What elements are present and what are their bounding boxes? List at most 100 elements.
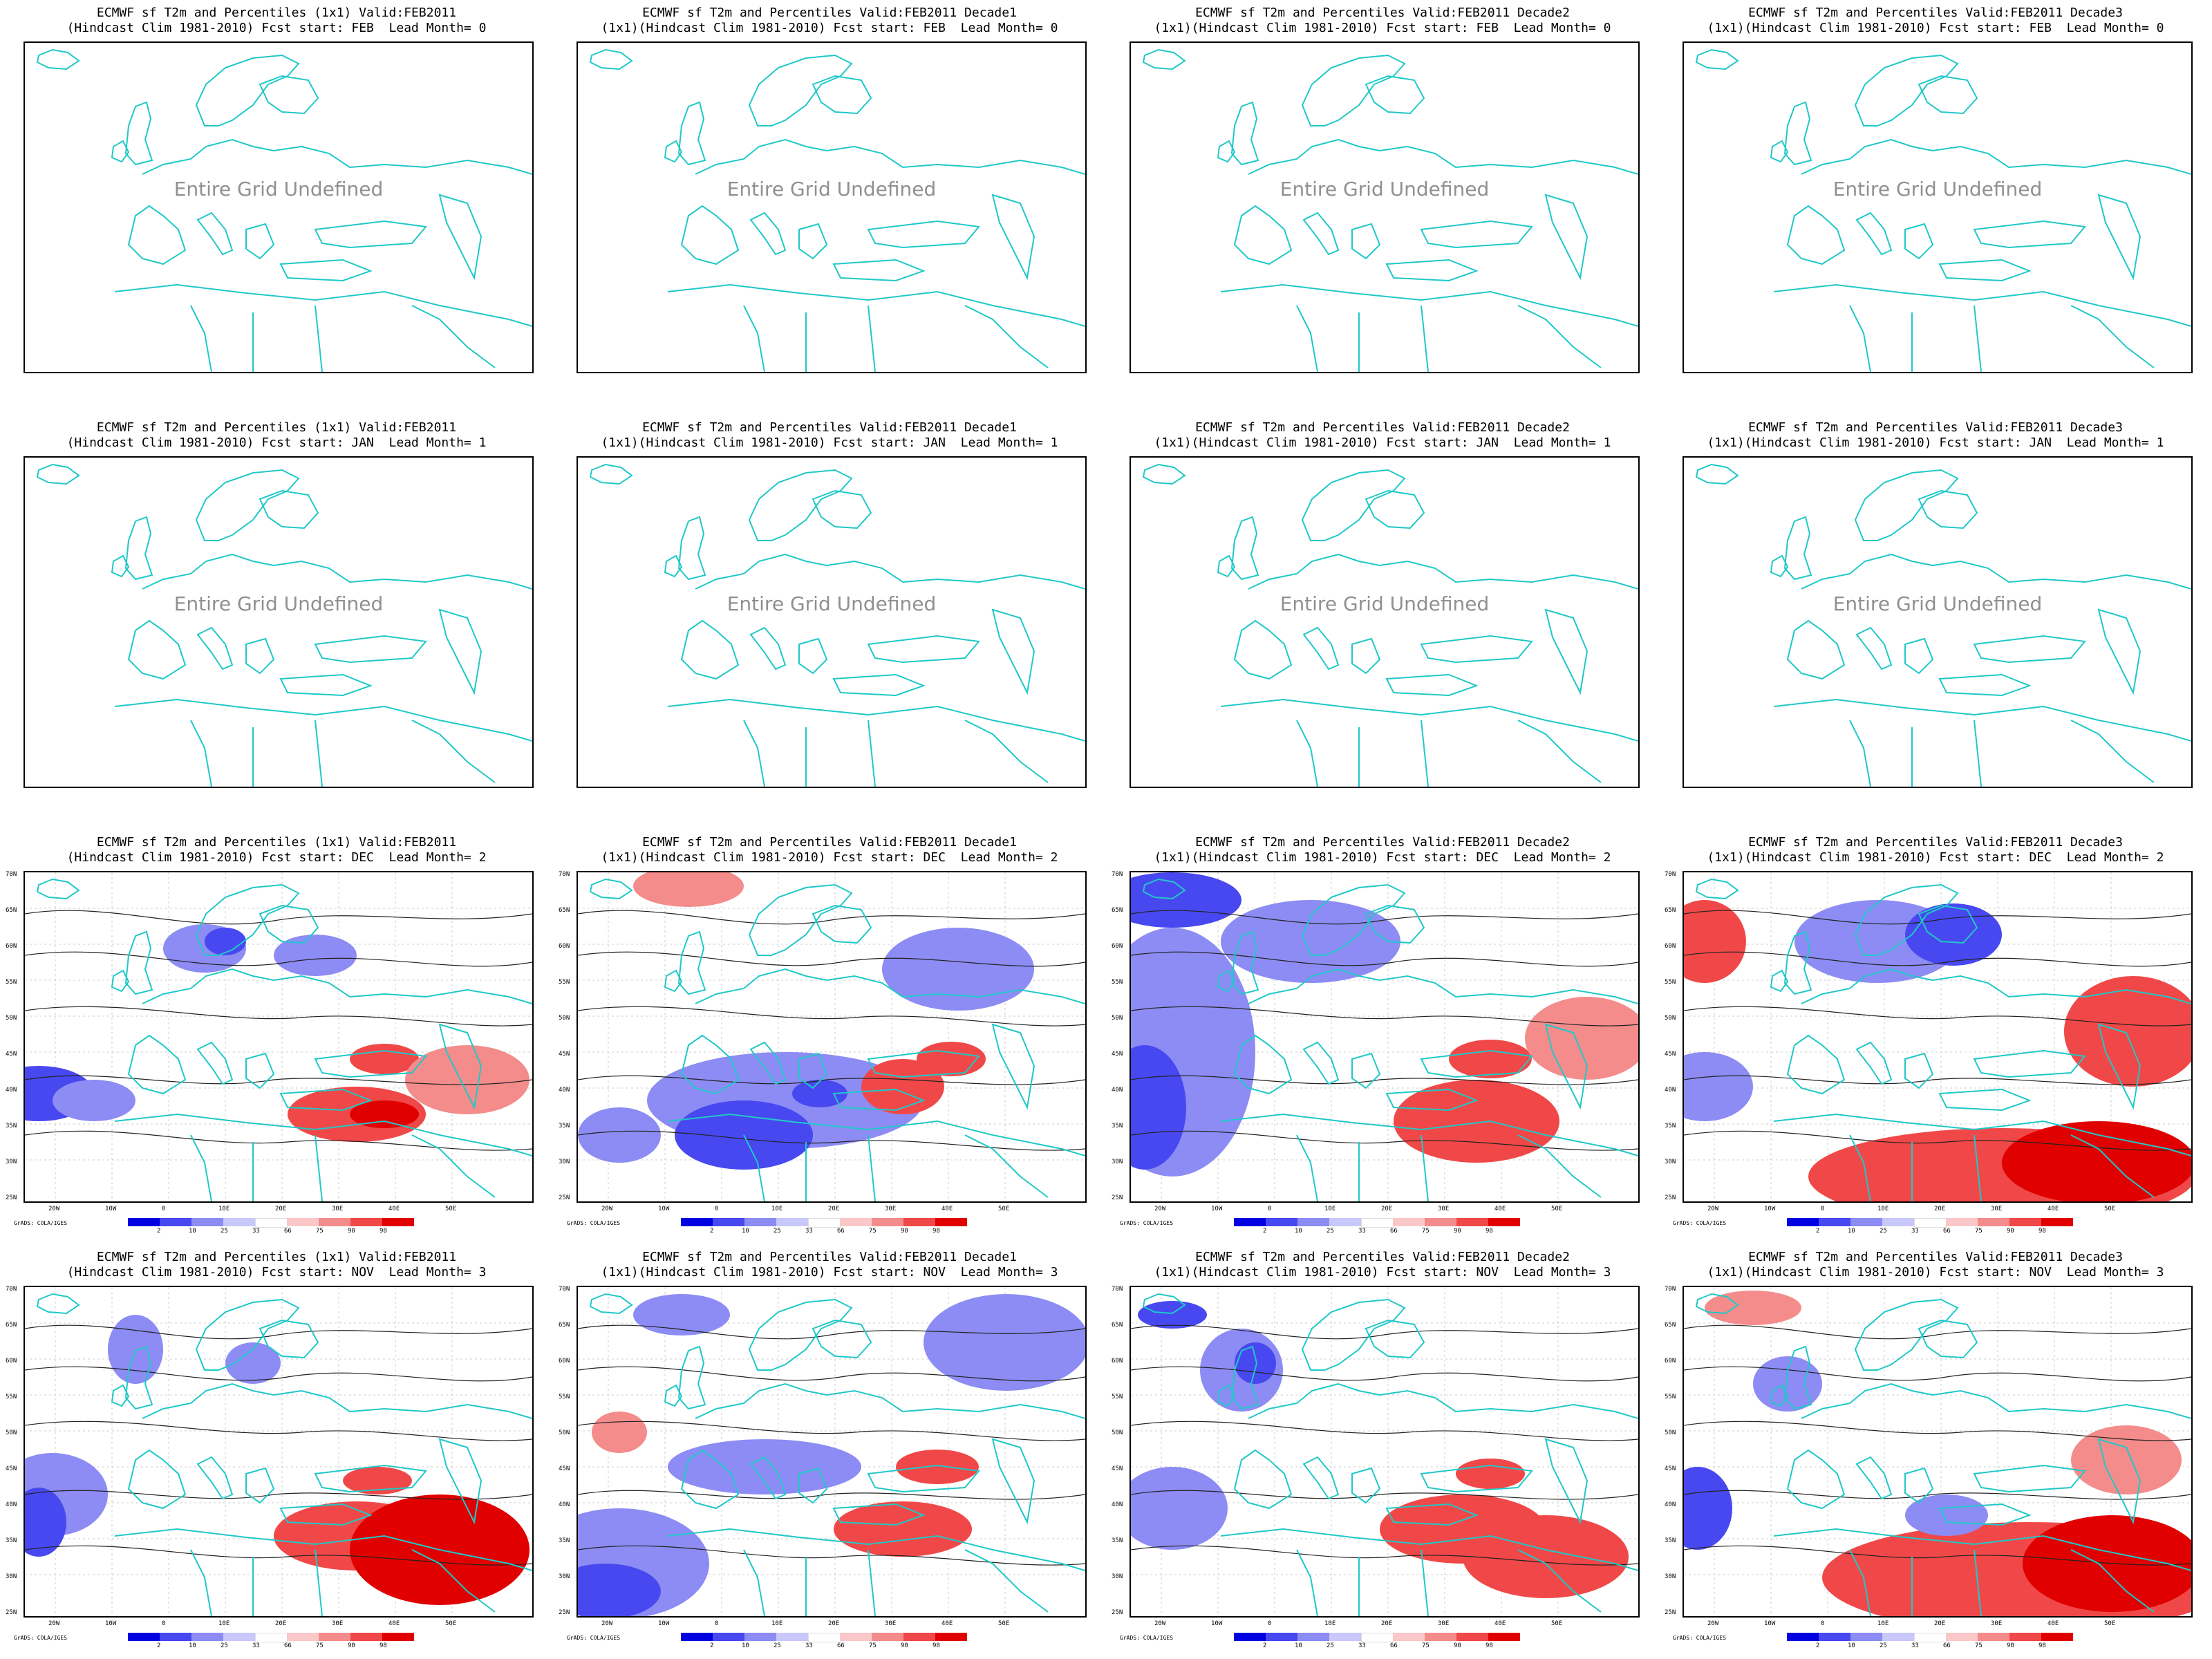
coastline	[832, 259, 926, 282]
colorbar-label: 75	[1422, 1228, 1430, 1235]
map-frame: Entire Grid Undefined	[577, 41, 1087, 373]
latitude-label: 60N	[6, 1358, 17, 1365]
coastline	[1230, 101, 1259, 166]
coastline	[677, 930, 706, 995]
colorbar-segment	[903, 1218, 935, 1226]
longitude-label: 0	[715, 1206, 719, 1212]
coastline	[36, 48, 80, 71]
coastline	[1420, 635, 1533, 664]
latitude-label: 35N	[1112, 1123, 1123, 1130]
colorbar-label: 2	[157, 1228, 161, 1235]
latitude-label: 65N	[6, 1322, 17, 1329]
percentile-shading	[2071, 1425, 2182, 1494]
colorbar-segment	[935, 1633, 967, 1641]
coastline	[315, 720, 323, 787]
map-canvas	[1695, 463, 2191, 787]
coastline	[111, 140, 130, 163]
colorbar-label: 10	[1295, 1642, 1302, 1649]
latitude-label: 65N	[1665, 907, 1676, 914]
coastline	[36, 1293, 80, 1315]
coastline	[2097, 1438, 2141, 1525]
colorbar-segment	[1978, 1633, 2009, 1641]
coastline	[1854, 883, 1959, 956]
latitude-label: 60N	[1665, 1358, 1676, 1365]
colorbar-segment	[1946, 1633, 1978, 1641]
coastline	[279, 1503, 373, 1526]
map-frame: Entire Grid Undefined	[1683, 456, 2193, 788]
coastline	[1770, 554, 1789, 578]
coastline	[1904, 637, 1934, 675]
map-canvas	[1131, 872, 1638, 1201]
colorbar-segment	[681, 1633, 713, 1641]
coastline	[749, 626, 787, 671]
coastline	[1801, 968, 2191, 1004]
panel-title-line1: ECMWF sf T2m and Percentiles Valid:FEB20…	[642, 420, 1017, 435]
colorbar-segment	[1488, 1633, 1520, 1641]
coastline	[1301, 883, 1406, 956]
coastline	[1786, 205, 1846, 265]
coastline	[868, 1134, 876, 1201]
panel-title-line2: (1x1)(Hindcast Clim 1981-2010) Fcst star…	[601, 21, 1058, 35]
undefined-grid-notice: Entire Grid Undefined	[174, 592, 384, 615]
latitude-label: 40N	[1112, 1501, 1123, 1508]
colorbar-label: 25	[1880, 1642, 1887, 1649]
temperature-contour	[25, 1366, 532, 1382]
latitude-label: 30N	[1112, 1159, 1123, 1165]
coastline	[127, 205, 187, 265]
percentile-shading	[2002, 1121, 2191, 1201]
coastline	[190, 305, 212, 372]
percentile-shading	[1905, 1494, 1988, 1536]
colorbar-label: 75	[869, 1642, 877, 1649]
coastline	[279, 259, 373, 282]
coastline	[1938, 673, 2032, 697]
coastline	[832, 673, 926, 697]
undefined-grid-notice: Entire Grid Undefined	[174, 178, 384, 200]
coastline	[743, 720, 765, 787]
colorbar-label: 98	[932, 1642, 940, 1649]
coastline	[1974, 720, 1982, 787]
percentile-colorbar	[681, 1218, 971, 1228]
coastline	[1695, 878, 1739, 900]
colorbar-segment	[2009, 1218, 2041, 1226]
coastline	[279, 1088, 373, 1112]
latitude-label: 65N	[559, 1322, 570, 1329]
panel-title-line2: (1x1)(Hindcast Clim 1981-2010) Fcst star…	[1154, 850, 1611, 865]
temperature-contour	[578, 1545, 1085, 1566]
colorbar-segment	[1914, 1633, 1947, 1642]
coastline	[680, 1449, 740, 1510]
percentile-shading	[350, 1100, 419, 1128]
colorbar-label: 75	[1422, 1642, 1430, 1649]
colorbar-segment	[1329, 1218, 1361, 1226]
coastline	[1544, 194, 1588, 281]
latitude-label: 60N	[6, 943, 17, 950]
coastline	[1302, 626, 1340, 671]
longitude-label: 30E	[332, 1206, 344, 1212]
coastline	[1918, 1319, 1978, 1359]
coastline	[1220, 698, 1638, 742]
coastline	[1854, 54, 1959, 126]
coastline	[315, 305, 323, 372]
latitude-label: 70N	[559, 871, 570, 878]
coastline	[1220, 1528, 1638, 1571]
percentile-shading	[1684, 1052, 1753, 1121]
colorbar-label: 75	[316, 1228, 324, 1235]
coastline	[1142, 48, 1186, 71]
coastline	[314, 1464, 427, 1493]
colorbar-segment	[872, 1218, 903, 1226]
coastline	[1385, 1088, 1479, 1112]
colorbar-segment	[808, 1633, 841, 1642]
undefined-grid-notice: Entire Grid Undefined	[1280, 178, 1490, 200]
longitude-label: 20W	[1707, 1620, 1719, 1627]
temperature-contour	[25, 1490, 532, 1500]
longitude-label: 20E	[828, 1620, 840, 1627]
latitude-label: 65N	[6, 907, 17, 914]
longitude-label: 20E	[1934, 1620, 1946, 1627]
colorbar-segment	[2041, 1633, 2073, 1641]
coastline	[680, 619, 740, 680]
coastline	[36, 878, 80, 900]
coastline	[1786, 1449, 1846, 1510]
colorbar-label: 2	[1816, 1228, 1820, 1235]
colorbar-segment	[1882, 1633, 1914, 1641]
colorbar-label: 10	[1848, 1228, 1855, 1235]
temperature-contour	[1131, 910, 1638, 925]
